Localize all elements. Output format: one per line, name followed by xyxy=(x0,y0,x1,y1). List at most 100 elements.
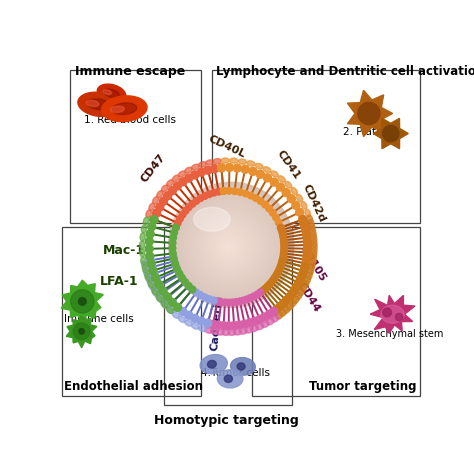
Circle shape xyxy=(299,216,307,224)
Circle shape xyxy=(191,171,199,179)
Circle shape xyxy=(280,235,287,241)
Ellipse shape xyxy=(104,89,119,98)
Circle shape xyxy=(229,299,236,306)
Ellipse shape xyxy=(310,259,316,267)
Text: 4.Tumor cells: 4.Tumor cells xyxy=(201,368,270,378)
Circle shape xyxy=(300,219,308,227)
Circle shape xyxy=(194,210,266,282)
Circle shape xyxy=(210,164,219,173)
Ellipse shape xyxy=(200,355,228,374)
Circle shape xyxy=(171,258,178,264)
Circle shape xyxy=(149,267,157,275)
Circle shape xyxy=(303,252,311,260)
Ellipse shape xyxy=(247,161,255,166)
Circle shape xyxy=(206,296,212,302)
Circle shape xyxy=(148,263,156,271)
Ellipse shape xyxy=(141,257,146,265)
Circle shape xyxy=(280,300,288,308)
Ellipse shape xyxy=(239,329,247,334)
Circle shape xyxy=(254,291,261,298)
Ellipse shape xyxy=(145,273,150,281)
Ellipse shape xyxy=(301,284,307,292)
Circle shape xyxy=(256,170,264,178)
Circle shape xyxy=(281,247,287,254)
Text: CD40L: CD40L xyxy=(206,133,246,159)
Circle shape xyxy=(233,164,241,172)
Circle shape xyxy=(225,243,232,250)
Circle shape xyxy=(159,197,167,205)
Circle shape xyxy=(185,204,192,210)
Circle shape xyxy=(173,224,179,231)
Circle shape xyxy=(241,165,249,173)
Circle shape xyxy=(186,201,275,290)
Circle shape xyxy=(273,305,281,313)
Circle shape xyxy=(169,182,294,308)
Ellipse shape xyxy=(230,357,255,375)
Ellipse shape xyxy=(139,241,145,249)
Ellipse shape xyxy=(161,301,167,308)
Circle shape xyxy=(164,293,172,301)
Bar xyxy=(212,70,420,223)
Ellipse shape xyxy=(255,164,263,169)
Circle shape xyxy=(184,200,276,292)
Circle shape xyxy=(153,209,161,217)
Ellipse shape xyxy=(191,164,199,170)
Text: Homotypic targeting: Homotypic targeting xyxy=(154,414,299,427)
Circle shape xyxy=(170,253,177,260)
Circle shape xyxy=(73,323,90,340)
Ellipse shape xyxy=(206,160,214,165)
Circle shape xyxy=(240,297,247,304)
Circle shape xyxy=(301,263,309,271)
Ellipse shape xyxy=(245,328,253,333)
Circle shape xyxy=(212,229,246,263)
Circle shape xyxy=(192,207,268,284)
Circle shape xyxy=(145,245,153,253)
Ellipse shape xyxy=(140,249,145,257)
Ellipse shape xyxy=(308,267,314,275)
Ellipse shape xyxy=(310,227,316,235)
Ellipse shape xyxy=(216,330,224,335)
Circle shape xyxy=(189,201,196,207)
Circle shape xyxy=(204,166,212,174)
Circle shape xyxy=(259,287,266,294)
Ellipse shape xyxy=(296,292,302,300)
Circle shape xyxy=(201,294,208,301)
Circle shape xyxy=(215,188,222,195)
Circle shape xyxy=(279,229,286,236)
Bar xyxy=(252,227,420,396)
Circle shape xyxy=(301,223,309,231)
Ellipse shape xyxy=(280,310,287,316)
Circle shape xyxy=(199,215,260,276)
Circle shape xyxy=(281,240,287,246)
Circle shape xyxy=(249,167,257,175)
Ellipse shape xyxy=(144,269,149,276)
Circle shape xyxy=(163,293,171,301)
Circle shape xyxy=(215,232,243,260)
Circle shape xyxy=(197,317,205,325)
Circle shape xyxy=(182,279,189,286)
Circle shape xyxy=(272,274,278,281)
Ellipse shape xyxy=(238,159,246,164)
Circle shape xyxy=(185,283,192,289)
Circle shape xyxy=(292,201,300,209)
Circle shape xyxy=(219,236,239,256)
Ellipse shape xyxy=(143,217,149,225)
Circle shape xyxy=(168,298,176,306)
Circle shape xyxy=(201,193,208,200)
Circle shape xyxy=(236,321,244,329)
Circle shape xyxy=(173,224,179,231)
Circle shape xyxy=(268,279,274,285)
Ellipse shape xyxy=(221,158,229,163)
Circle shape xyxy=(177,191,284,299)
Circle shape xyxy=(218,164,226,172)
Ellipse shape xyxy=(278,176,285,182)
Ellipse shape xyxy=(251,326,258,331)
Polygon shape xyxy=(370,295,415,333)
Circle shape xyxy=(209,226,250,266)
Circle shape xyxy=(182,279,188,285)
Circle shape xyxy=(195,211,264,280)
Circle shape xyxy=(171,255,177,262)
Circle shape xyxy=(251,317,259,325)
Circle shape xyxy=(173,188,289,302)
Circle shape xyxy=(222,240,235,253)
